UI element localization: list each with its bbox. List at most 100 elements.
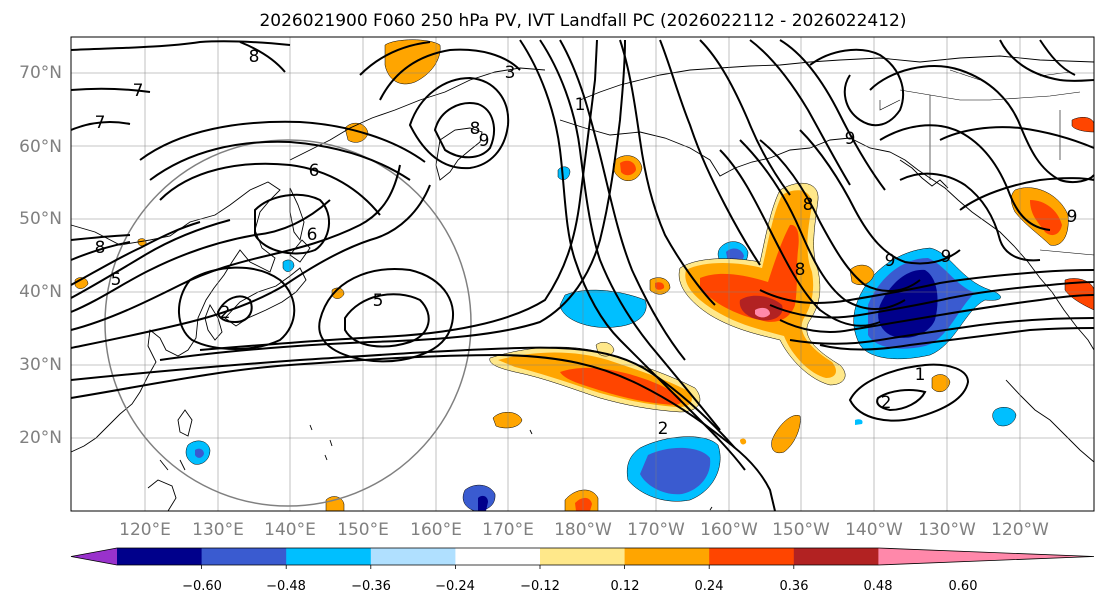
colorbar-segment: [709, 548, 795, 565]
coast-philippines: [147, 459, 177, 512]
ivt-pos-area: [492, 412, 523, 429]
pv-contour: [876, 389, 927, 412]
colorbar-segment: [540, 548, 626, 565]
contour-label: 5: [373, 291, 384, 311]
pv-contour: [779, 39, 886, 191]
ivt-pos-area: [620, 160, 636, 176]
canada-borders: [879, 69, 1081, 111]
pv-contour: [719, 149, 881, 327]
lon-label: 150°W: [772, 520, 830, 540]
contour-label: 8: [95, 238, 106, 258]
ivt-pos-area: [655, 282, 665, 290]
contour-label: 1: [915, 365, 926, 385]
pv-contour: [619, 39, 716, 306]
pv-contour: [344, 293, 430, 348]
lat-label: 30°N: [19, 355, 62, 375]
coast-kamchatka: [435, 127, 483, 181]
lat-label: 40°N: [19, 282, 62, 302]
pv-contour: [359, 41, 431, 76]
coast-hokkaido: [289, 239, 311, 263]
coast-alaska-panhandle: [899, 159, 949, 189]
contour-label: 9: [885, 251, 896, 271]
pv-contour: [848, 363, 970, 422]
pv-contour: [379, 48, 521, 101]
pv-contours: [70, 39, 1095, 512]
pv-contour: [999, 39, 1095, 82]
pv-contour: [809, 48, 905, 127]
colorbar-segment: [201, 548, 287, 565]
contour-label: 2: [220, 303, 231, 323]
colorbar-outline: [70, 547, 1095, 566]
pv-contour: [70, 219, 231, 299]
contour-label: 5: [111, 270, 122, 290]
ivt-pos-area: [575, 497, 592, 511]
longitude-labels: 120°E 130°E 140°E 150°E 160°E 170°E 180°…: [119, 520, 1049, 540]
pv-contour: [519, 39, 746, 471]
contour-label: 8: [803, 195, 814, 215]
ivt-pos-area: [560, 367, 682, 405]
colorbar-segments: [70, 547, 1095, 569]
contour-label: 6: [309, 161, 320, 181]
pv-contour: [254, 193, 331, 255]
pv-contour: [70, 199, 331, 313]
ivt-pos-area: [700, 224, 799, 322]
ivt-neg-area: [992, 407, 1017, 427]
pv-contour: [70, 241, 131, 261]
colorbar-tick-label: 0.48: [864, 579, 893, 594]
colorbar-tick-label: −0.12: [520, 579, 560, 594]
pv-contour: [70, 234, 131, 241]
lon-label: 170°W: [627, 520, 685, 540]
lon-label: 130°W: [918, 520, 976, 540]
pv-contour: [139, 120, 426, 163]
radius-circle: [104, 139, 472, 507]
pv-contour: [749, 39, 851, 186]
pv-contour: [819, 327, 1095, 351]
lat-label: 70°N: [19, 63, 62, 83]
colorbar-segment: [286, 548, 372, 565]
pv-contour: [779, 294, 1095, 333]
lat-label: 20°N: [19, 428, 62, 448]
pv-contour: [899, 172, 1041, 262]
pv-contour: [177, 266, 296, 350]
lon-label: 130°E: [192, 520, 244, 540]
coast-taiwan: [177, 409, 193, 437]
pv-contour: [70, 164, 401, 331]
pv-contour: [199, 39, 598, 351]
pv-contour: [559, 39, 686, 361]
lon-label: 120°W: [991, 520, 1049, 540]
contour-label: 8: [249, 47, 260, 67]
colorbar-segment: [455, 548, 541, 565]
contour-label: 2: [658, 419, 669, 439]
colorbar: −0.60 −0.48 −0.36 −0.24 −0.12 0.12 0.24 …: [70, 547, 1095, 594]
ivt-pos-area: [1030, 200, 1062, 236]
contour-label: 9: [941, 247, 952, 267]
islands: [179, 424, 533, 471]
pv-contour: [70, 40, 291, 51]
lon-label: 160°W: [700, 520, 758, 540]
contour-labels: 7 7 8 8 8 6 6 5 5 2 2 1 1 2 9 9 9 8 8 9 …: [95, 47, 1078, 439]
pv-contour: [769, 281, 1095, 319]
pv-contour: [699, 39, 791, 196]
colorbar-tick-label: −0.48: [266, 579, 306, 594]
pv-contour: [70, 346, 736, 449]
map-panel: 7 7 8 8 8 6 6 5 5 2 2 1 1 2 9 9 9 8 8 9 …: [70, 36, 1095, 520]
pv-contour: [1039, 39, 1076, 76]
contour-label: 3: [505, 63, 516, 83]
colorbar-extend-max: [878, 548, 1094, 565]
latitude-labels: 70°N 60°N 50°N 40°N 30°N 20°N: [19, 63, 62, 448]
contour-label: 1: [575, 95, 586, 115]
colorbar-ticks: −0.60 −0.48 −0.36 −0.24 −0.12 0.12 0.24 …: [182, 579, 977, 594]
pv-contour: [70, 87, 151, 93]
pv-contour: [70, 184, 431, 349]
lat-label: 60°N: [19, 137, 62, 157]
pv-contour: [408, 76, 510, 170]
lon-label: 160°E: [410, 520, 462, 540]
lon-label: 180°W: [554, 520, 612, 540]
pv-contour: [433, 102, 495, 159]
pv-contour: [70, 353, 776, 512]
contour-label: 9: [479, 131, 490, 151]
pv-contour: [759, 139, 921, 292]
colorbar-tick-label: −0.36: [351, 579, 391, 594]
colorbar-tick-label: 0.12: [611, 579, 640, 594]
